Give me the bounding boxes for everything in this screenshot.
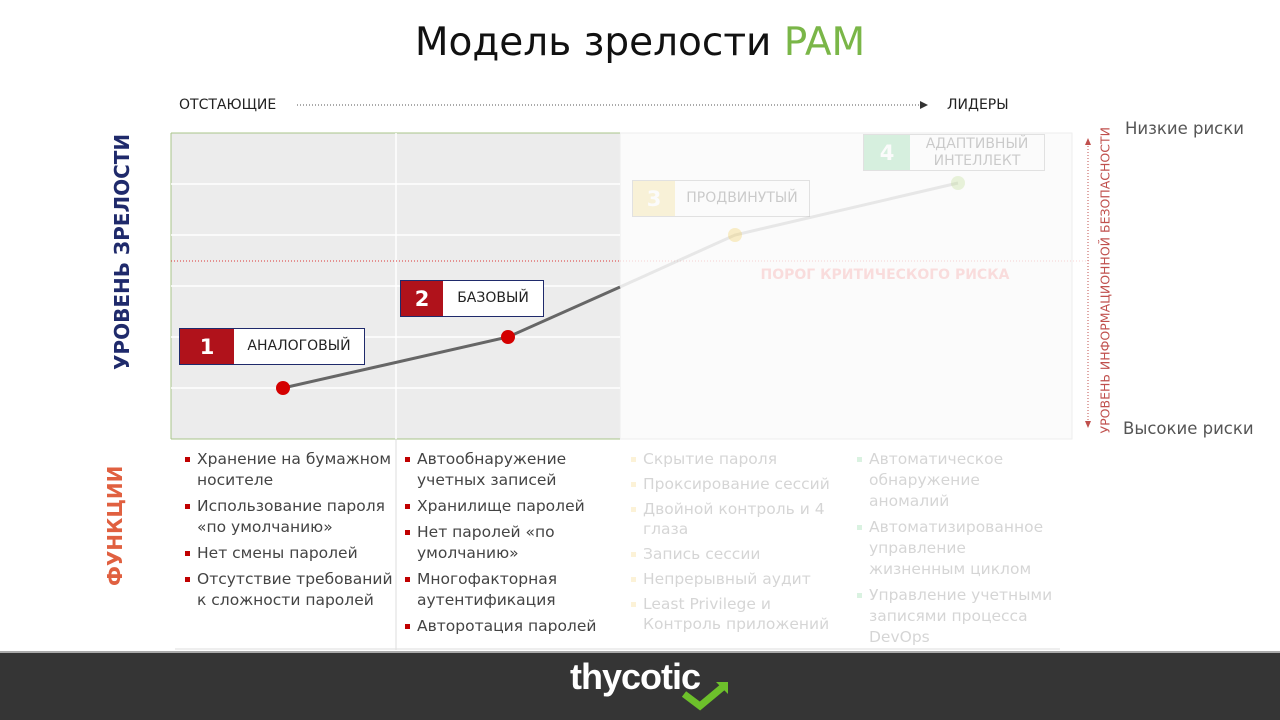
stage-3-point [728, 228, 742, 242]
stage-1-functions: Хранение на бумажном носителе Использова… [185, 449, 395, 616]
stage-2-point [501, 330, 515, 344]
laggards-label: ОТСТАЮЩИЕ [179, 97, 277, 113]
stage-2-functions: Автообнаружение учетных записей Хранилищ… [405, 449, 610, 642]
title-accent: PAM [783, 20, 866, 65]
checkmark-logo-icon [681, 682, 728, 711]
stage-2-number: 2 [401, 281, 443, 316]
stage-1-point [276, 381, 290, 395]
top-axis-arrowhead [920, 101, 928, 109]
stage-1-label: 1 АНАЛОГОВЫЙ [179, 328, 365, 365]
stage-4-number: 4 [864, 135, 910, 170]
security-level-label: УРОВЕНЬ ИНФОРМАЦИОННОЙ БЕЗОПАСНОСТИ [1097, 127, 1113, 434]
functions-label: ФУНКЦИИ [103, 465, 127, 586]
stage-3-name: ПРОДВИНУТЫЙ [686, 190, 798, 206]
function-item: Непрерывный аудит [631, 569, 836, 589]
function-item: Нет смены паролей [185, 543, 395, 564]
stage-1-name: АНАЛОГОВЫЙ [247, 338, 351, 354]
threshold-label: ПОРОГ КРИТИЧЕСКОГО РИСКА [761, 267, 1010, 283]
function-item: Запись сессии [631, 544, 836, 564]
function-item: Проксирование сессий [631, 474, 836, 494]
stage-2-label: 2 БАЗОВЫЙ [400, 280, 544, 317]
thycotic-logo: thycotic [570, 656, 701, 697]
function-item: Авторотация паролей [405, 616, 610, 637]
stage-4-functions: Автоматическое обнаружение аномалий Авто… [857, 449, 1057, 653]
high-risk-label: Высокие риски [1123, 419, 1254, 438]
maturity-level-label: УРОВЕНЬ ЗРЕЛОСТИ [110, 133, 134, 370]
title-main: Модель зрелости [414, 20, 784, 65]
function-item: Автообнаружение учетных записей [405, 449, 610, 491]
footer-bar [0, 651, 1280, 720]
stage-4-label: 4 АДАПТИВНЫЙ ИНТЕЛЛЕКТ [863, 134, 1045, 171]
low-risk-label: Низкие риски [1125, 119, 1244, 138]
function-item: Автоматизированное управление жизненным … [857, 517, 1057, 580]
function-item: Отсутствие требований к сложности пароле… [185, 569, 395, 611]
stage-2-name: БАЗОВЫЙ [457, 290, 529, 306]
slide-title: Модель зрелости PAM [0, 20, 1280, 65]
stage-3-functions: Скрытие пароля Проксирование сессий Двой… [631, 449, 836, 639]
stage-3-label: 3 ПРОДВИНУТЫЙ [632, 180, 810, 217]
function-item: Управление учетными записями процесса De… [857, 585, 1057, 648]
stage-4-point [951, 176, 965, 190]
function-item: Хранение на бумажном носителе [185, 449, 395, 491]
function-item: Использование пароля «по умолчанию» [185, 496, 395, 538]
stage-1-number: 1 [180, 329, 234, 364]
function-item: Многофакторная аутентификация [405, 569, 610, 611]
function-item: Скрытие пароля [631, 449, 836, 469]
stage-4-name: АДАПТИВНЫЙ ИНТЕЛЛЕКТ [925, 135, 1029, 169]
leaders-label: ЛИДЕРЫ [947, 97, 1009, 113]
function-item: Least Privilege и Контроль приложений [631, 594, 836, 634]
function-item: Автоматическое обнаружение аномалий [857, 449, 1057, 512]
function-item: Хранилище паролей [405, 496, 610, 517]
grid-area-faded [619, 132, 1073, 440]
function-item: Нет паролей «по умолчанию» [405, 522, 610, 564]
maturity-curve-faded [619, 181, 959, 289]
function-item: Двойной контроль и 4 глаза [631, 499, 836, 539]
stage-3-number: 3 [633, 181, 675, 216]
